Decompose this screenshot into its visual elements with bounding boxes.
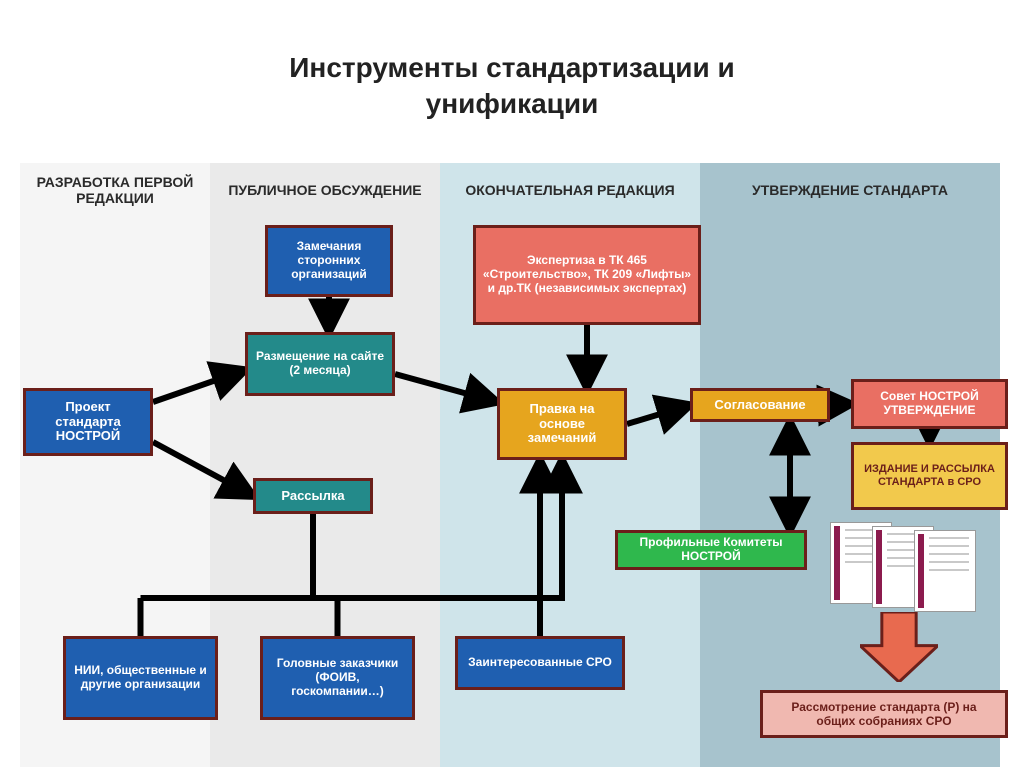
node-distr: Рассылка xyxy=(253,478,373,514)
node-expert: Экспертиза в ТК 465 «Строительство», ТК … xyxy=(473,225,701,325)
big-arrow-icon xyxy=(860,612,938,682)
node-agree: Согласование xyxy=(690,388,830,422)
node-site: Размещение на сайте (2 месяца) xyxy=(245,332,395,396)
node-project: Проект стандарта НОСТРОЙ xyxy=(23,388,153,456)
slide-stage: Инструменты стандартизации и унификации … xyxy=(0,0,1024,767)
node-sro: Заинтересованные СРО xyxy=(455,636,625,690)
node-final: Рассмотрение стандарта (Р) на общих собр… xyxy=(760,690,1008,738)
node-customers: Головные заказчики (ФОИВ, госкомпании…) xyxy=(260,636,415,720)
node-nii: НИИ, общественные и другие организации xyxy=(63,636,218,720)
node-council: Совет НОСТРОЙ УТВЕРЖДЕНИЕ xyxy=(851,379,1008,429)
node-remarks: Замечания сторонних организаций xyxy=(265,225,393,297)
node-edit: Правка на основе замечаний xyxy=(497,388,627,460)
node-committees: Профильные Комитеты НОСТРОЙ xyxy=(615,530,807,570)
node-publish: ИЗДАНИЕ И РАССЫЛКА СТАНДАРТА в СРО xyxy=(851,442,1008,510)
